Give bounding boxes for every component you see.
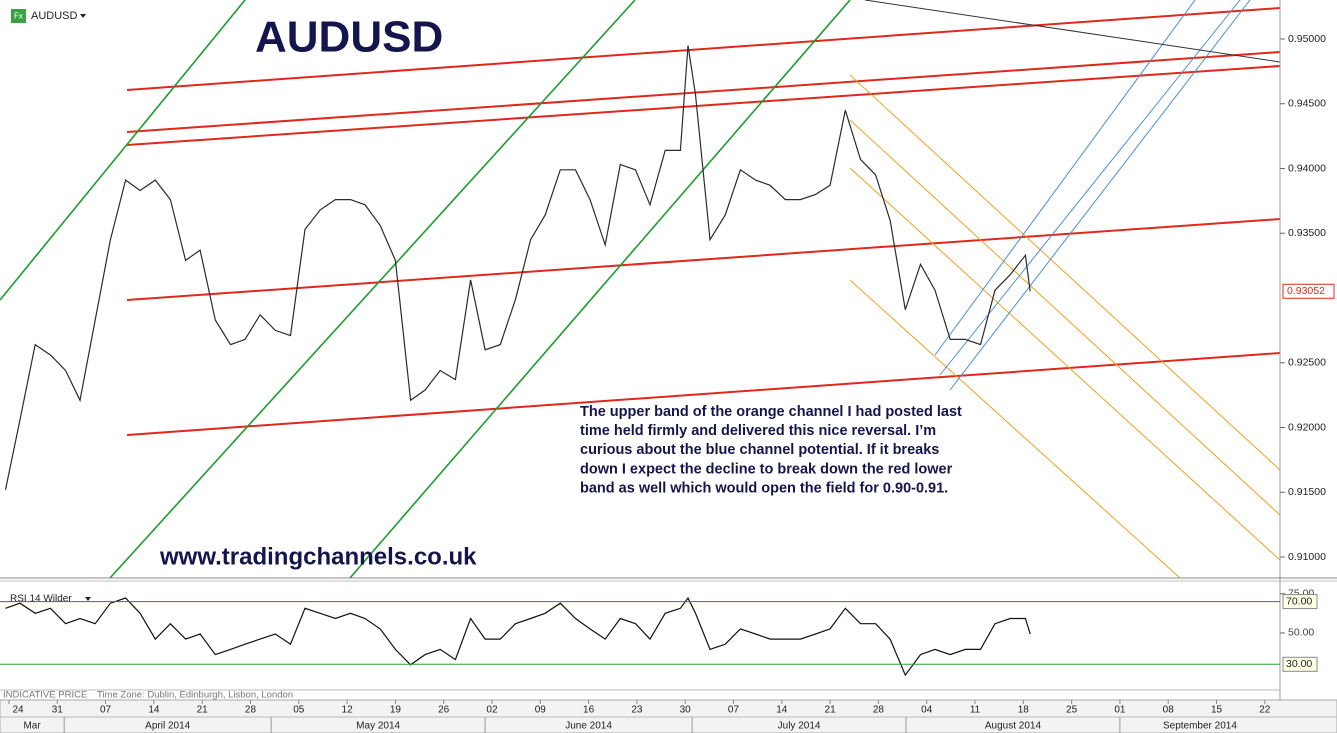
x-tick-label: 15 <box>1211 705 1223 716</box>
x-tick-label: 21 <box>825 705 837 716</box>
y-tick-label: 0.93500 <box>1288 227 1326 239</box>
blue-line <box>934 0 1196 356</box>
green-line <box>109 0 636 579</box>
orange-line <box>849 74 1281 471</box>
month-label: August 2014 <box>985 721 1042 732</box>
y-tick-label: 0.92000 <box>1288 421 1326 433</box>
y-tick-label: 50.00 <box>1288 627 1314 639</box>
dropdown-arrow[interactable] <box>85 597 91 601</box>
fx-icon-label: Fx <box>14 12 23 21</box>
annotation-line: The upper band of the orange channel I h… <box>580 404 962 420</box>
x-tick-label: 01 <box>1114 705 1126 716</box>
x-tick-label: 09 <box>535 705 547 716</box>
x-tick-label: 07 <box>100 705 112 716</box>
level-label: 70.00 <box>1286 595 1312 607</box>
month-label: September 2014 <box>1163 721 1237 732</box>
x-tick-label: 26 <box>438 705 450 716</box>
x-tick-label: 05 <box>293 705 305 716</box>
red-channel-line <box>126 65 1281 146</box>
x-tick-label: 16 <box>583 705 595 716</box>
y-tick-label: 0.94000 <box>1288 162 1326 174</box>
month-label: April 2014 <box>145 721 190 732</box>
x-tick-label: 24 <box>12 705 24 716</box>
x-tick-label: 19 <box>390 705 402 716</box>
orange-line <box>849 119 1281 516</box>
green-line <box>0 0 246 301</box>
dropdown-arrow[interactable] <box>80 14 86 18</box>
y-tick-label: 0.92500 <box>1288 357 1326 369</box>
x-tick-label: 30 <box>680 705 692 716</box>
x-tick-label: 18 <box>1018 705 1030 716</box>
x-tick-label: 21 <box>197 705 209 716</box>
red-channel-line <box>126 218 1281 301</box>
month-label: May 2014 <box>356 721 400 732</box>
watermark: www.tradingchannels.co.uk <box>159 543 477 570</box>
blue-line <box>939 0 1241 376</box>
x-tick-label: 02 <box>486 705 498 716</box>
red-channel-line <box>126 7 1281 91</box>
orange-line <box>849 167 1281 561</box>
month-label: June 2014 <box>565 721 612 732</box>
x-tick-label: 12 <box>342 705 354 716</box>
red-channel-line <box>126 352 1281 436</box>
trendlines <box>0 0 1281 579</box>
x-tick-label: 23 <box>631 705 643 716</box>
price-line <box>4 45 1031 490</box>
last-price-tag <box>1282 283 1335 299</box>
y-tick-label: 0.91000 <box>1288 551 1326 563</box>
chart-title: AUDUSD <box>255 13 443 62</box>
month-label: Mar <box>23 721 41 732</box>
x-tick-label: 31 <box>52 705 64 716</box>
y-tick-label: 0.94500 <box>1288 98 1326 110</box>
red-channel-line <box>126 51 1281 133</box>
level-label: 30.00 <box>1286 658 1312 670</box>
symbol-selector[interactable]: AUDUSD <box>31 10 78 22</box>
annotation-line: curious about the blue channel potential… <box>580 442 939 458</box>
black-line <box>864 0 1281 63</box>
fx-icon <box>11 9 26 23</box>
level-tag <box>1282 656 1318 672</box>
x-tick-label: 07 <box>728 705 740 716</box>
x-tick-label: 11 <box>970 705 981 716</box>
price-line <box>5 596 1031 677</box>
timezone: Time Zone: Dublin, Edinburgh, Lisbon, Lo… <box>97 690 293 701</box>
x-tick-label: 28 <box>873 705 885 716</box>
month-label: July 2014 <box>778 721 821 732</box>
last-price-label: 0.93052 <box>1287 285 1325 297</box>
orange-line <box>849 279 1181 579</box>
level-tag <box>1282 594 1318 610</box>
x-tick-label: 04 <box>921 705 933 716</box>
annotation-line: band as well which would open the field … <box>580 481 948 497</box>
x-tick-label: 08 <box>1163 705 1175 716</box>
y-tick-label: 0.91500 <box>1288 486 1326 498</box>
x-tick-label: 14 <box>776 705 788 716</box>
annotation-line: down I expect the decline to break down … <box>580 461 953 477</box>
x-tick-label: 22 <box>1259 705 1271 716</box>
x-tick-label: 28 <box>245 705 257 716</box>
x-tick-label: 25 <box>1066 705 1078 716</box>
y-tick-label: 0.95000 <box>1288 33 1326 45</box>
blue-line <box>949 0 1251 391</box>
x-tick-label: 14 <box>148 705 160 716</box>
annotation-line: time held firmly and delivered this nice… <box>580 423 936 439</box>
price-type: INDICATIVE PRICE <box>3 690 87 701</box>
indicator-label[interactable]: RSI 14 Wilder <box>10 594 72 605</box>
green-line <box>349 0 851 579</box>
price-axis-bg <box>1280 0 1337 700</box>
